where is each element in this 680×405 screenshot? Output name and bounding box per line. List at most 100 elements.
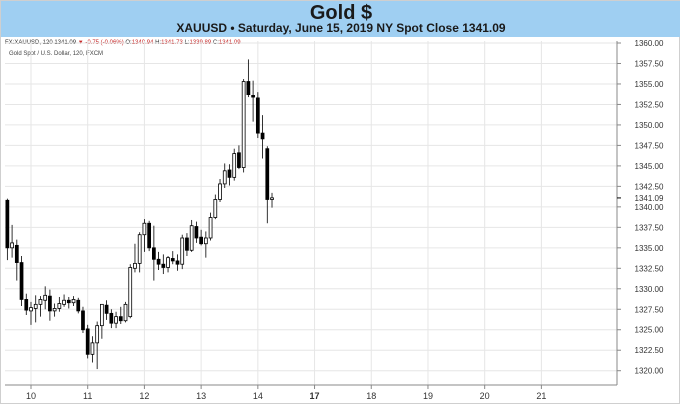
y-tick-label: 1350.00: [635, 121, 664, 130]
candle: [52, 303, 57, 317]
x-tick-label: 19: [423, 391, 433, 401]
candle: [81, 306, 85, 334]
candle-body-up: [90, 342, 95, 355]
candle-body-down: [251, 95, 255, 98]
candle-body-up: [203, 237, 208, 245]
x-tick-label: 12: [139, 391, 149, 401]
candle: [222, 163, 227, 189]
series-label: Gold Spot / U.S. Dollar, 120, FXCM: [9, 51, 104, 57]
candle: [147, 220, 152, 252]
candle-body-down: [161, 263, 166, 268]
candle: [270, 192, 274, 208]
candle-body-down: [185, 237, 189, 251]
candle-body-up: [33, 303, 38, 309]
candle-body-up: [137, 234, 142, 264]
candle: [185, 233, 189, 257]
candle: [104, 300, 109, 320]
candle: [251, 80, 255, 122]
candle-body-down: [24, 299, 29, 311]
x-tick-label: 21: [536, 391, 546, 401]
chart-subtitle: XAUUSD • Saturday, June 15, 2019 NY Spot…: [176, 21, 506, 35]
candle: [175, 254, 180, 271]
candle-body-up: [95, 325, 100, 344]
candle: [29, 301, 33, 325]
x-tick-label: 13: [196, 391, 206, 401]
y-tick-label: 1332.50: [635, 264, 664, 273]
x-tick-label: 14: [253, 391, 263, 401]
candle: [57, 296, 62, 312]
candle-body-up: [166, 257, 170, 268]
candle: [66, 296, 71, 309]
candle: [218, 179, 222, 202]
candle: [194, 221, 199, 243]
candle: [62, 294, 66, 307]
candle-body-down: [246, 81, 251, 96]
candles: [5, 59, 274, 370]
candle-body-up: [241, 81, 246, 168]
candle-body-up: [123, 303, 128, 322]
y-tick-label: 1340.00: [635, 203, 664, 212]
y-tick-label: 1320.00: [635, 367, 664, 376]
y-tick-label: 1347.50: [635, 141, 664, 150]
candle-body-up: [128, 267, 133, 318]
candle: [199, 229, 203, 246]
candle: [133, 243, 137, 273]
candle-body-down: [194, 226, 199, 239]
candle: [85, 324, 90, 359]
x-tick-label: 18: [366, 391, 376, 401]
candle: [237, 145, 241, 170]
candle: [24, 293, 29, 315]
candle-body-up: [71, 299, 76, 304]
candle-body-down: [14, 244, 19, 263]
candle-body-down: [265, 148, 270, 200]
candle: [260, 115, 265, 159]
candle-body-up: [52, 308, 57, 312]
last-price-label: 1341.09: [635, 194, 664, 203]
candle-body-down: [81, 310, 85, 331]
candle-body-up: [62, 299, 66, 305]
candle-body-down: [175, 260, 180, 265]
candle-body-down: [66, 299, 71, 304]
candle: [5, 198, 10, 261]
candle-body-up: [133, 262, 137, 269]
axes: 1320.00 1322.50 1325.00 1327.50 1330.00 1332.…: [5, 39, 675, 401]
y-tick-label: 1352.50: [635, 100, 664, 109]
candle-body-down: [104, 304, 109, 314]
y-tick-label: 1360.00: [635, 39, 664, 48]
candle-body-up: [57, 303, 62, 309]
y-tick-label: 1355.00: [635, 80, 664, 89]
candle: [156, 251, 161, 270]
candle: [48, 289, 52, 321]
candle: [189, 219, 194, 252]
candle-body-up: [180, 237, 185, 265]
candle-body-down: [237, 152, 241, 168]
candle: [203, 231, 208, 258]
candle: [100, 303, 104, 339]
candle: [19, 256, 24, 306]
candle-body-up: [218, 183, 222, 200]
candle: [208, 212, 213, 241]
candle-body-down: [19, 262, 24, 300]
candle: [255, 92, 260, 139]
y-tick-label: 1335.00: [635, 244, 664, 253]
candle: [76, 297, 81, 314]
candle-body-down: [85, 328, 90, 355]
candle-body-up: [114, 316, 118, 324]
candle-body-down: [147, 222, 152, 249]
candle-body-up: [270, 197, 274, 200]
candle-body-down: [76, 299, 81, 312]
candle: [10, 224, 14, 258]
candle-body-up: [189, 225, 194, 251]
candle: [137, 232, 142, 273]
candle: [161, 254, 166, 275]
y-tick-label: 1327.50: [635, 305, 664, 314]
candle: [33, 295, 38, 323]
x-tick-label: 11: [83, 391, 92, 401]
candle: [71, 296, 76, 306]
x-tick-label: 17: [310, 391, 320, 401]
candle-body-up: [232, 153, 237, 178]
candle-body-up: [100, 303, 104, 327]
candle-body-down: [151, 247, 156, 260]
